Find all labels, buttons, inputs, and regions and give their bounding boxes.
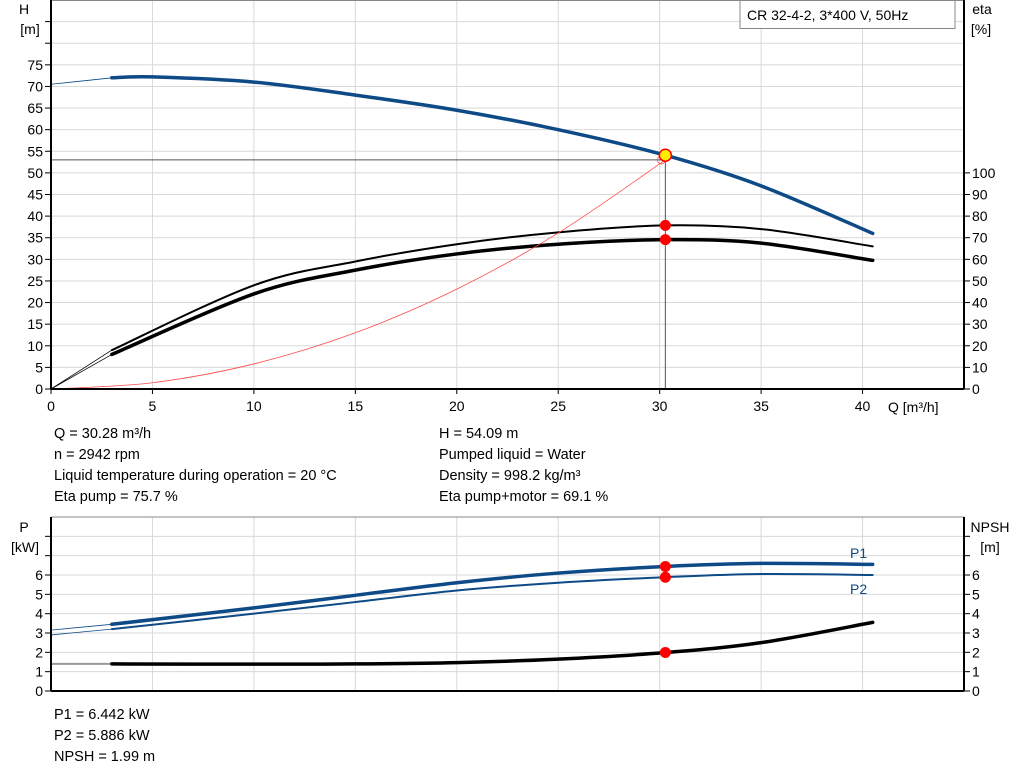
- p1-label: P1: [850, 545, 867, 561]
- info-p1: P1 = 6.442 kW: [54, 707, 150, 723]
- eta-tick-label: 10: [972, 359, 988, 375]
- npsh-tick-label: 2: [972, 644, 980, 660]
- eta-axis-unit: [%]: [971, 21, 991, 37]
- q-tick-label: 30: [652, 398, 668, 414]
- h-tick-label: 40: [27, 208, 43, 224]
- npsh-tick-label: 0: [972, 683, 980, 699]
- h-tick-label: 65: [27, 100, 43, 116]
- info-top-left: Q = 30.28 m³/h n = 2942 rpm Liquid tempe…: [54, 424, 337, 508]
- h-axis-label: H: [19, 1, 29, 17]
- p-axis-label: P: [19, 519, 28, 535]
- tick-labels: 0510152025303540455055606570750102030405…: [27, 57, 995, 699]
- npsh-point: [659, 647, 671, 659]
- p-tick-label: 6: [35, 567, 43, 583]
- duty-point: [658, 148, 673, 162]
- p-tick-label: 2: [35, 644, 43, 660]
- info-bottom: P1 = 6.442 kW P2 = 5.886 kW NPSH = 1.99 …: [54, 705, 155, 768]
- eta-tick-label: 100: [972, 165, 996, 181]
- h-tick-label: 10: [27, 338, 43, 354]
- head-curve: [110, 74, 875, 236]
- h-tick-label: 75: [27, 57, 43, 73]
- eta-pump-motor-point: [659, 234, 671, 246]
- eta-tick-label: 20: [972, 338, 988, 354]
- info-flow: Q = 30.28 m³/h: [54, 426, 152, 442]
- info-head: H = 54.09 m: [439, 426, 519, 442]
- q-tick-label: 10: [246, 398, 262, 414]
- h-tick-label: 70: [27, 78, 43, 94]
- chart-title: CR 32-4-2, 3*400 V, 50Hz: [747, 7, 908, 23]
- info-top-right: H = 54.09 m Pumped liquid = Water Densit…: [439, 424, 608, 508]
- p-tick-label: 3: [35, 625, 43, 641]
- h-tick-label: 45: [27, 187, 43, 203]
- h-axis-unit: [m]: [20, 21, 39, 37]
- eta-pump-point: [659, 219, 671, 231]
- q-tick-label: 0: [47, 398, 55, 414]
- q-tick-label: 25: [550, 398, 566, 414]
- eta-tick-label: 70: [972, 230, 988, 246]
- eta-tick-label: 90: [972, 187, 988, 203]
- npsh-axis-unit: [m]: [980, 539, 999, 555]
- info-eta-pump-motor: Eta pump+motor = 69.1 %: [439, 489, 609, 505]
- P1-curve: [110, 561, 875, 627]
- npsh-axis-label: NPSH: [971, 519, 1010, 535]
- top-grid: [51, 0, 964, 389]
- q-tick-label: 20: [449, 398, 465, 414]
- info-speed: n = 2942 rpm: [54, 447, 140, 463]
- npsh-tick-label: 6: [972, 567, 980, 583]
- q-axis-label: Q [m³/h]: [888, 399, 939, 415]
- eta-tick-label: 50: [972, 273, 988, 289]
- eta-tick-label: 60: [972, 251, 988, 267]
- P2-curve: [110, 572, 874, 631]
- eta-tick-label: 40: [972, 295, 988, 311]
- h-tick-label: 15: [27, 316, 43, 332]
- curves: [50, 74, 875, 666]
- p-axis-unit: [kW]: [11, 539, 39, 555]
- eta_pump_motor-curve: [110, 237, 875, 357]
- eta-tick-label: 0: [972, 381, 980, 397]
- title-box: [739, 0, 956, 29]
- h-tick-label: 50: [27, 165, 43, 181]
- eta_pump_motor-extrapolated-line: [50, 354, 113, 390]
- info-density: Density = 998.2 kg/m³: [439, 468, 581, 484]
- h-tick-label: 25: [27, 273, 43, 289]
- head-extrapolated-line: [50, 77, 112, 85]
- q-tick-label: 40: [855, 398, 871, 414]
- info-eta-pump: Eta pump = 75.7 %: [54, 489, 178, 505]
- eta-tick-label: 30: [972, 316, 988, 332]
- eta_pump-curve: [110, 224, 874, 352]
- h-tick-label: 0: [35, 381, 43, 397]
- h-tick-label: 30: [27, 251, 43, 267]
- q-tick-label: 35: [753, 398, 769, 414]
- eta-axis-label: eta: [972, 1, 992, 17]
- p-tick-label: 0: [35, 683, 43, 699]
- info-pumped-liquid: Pumped liquid = Water: [439, 447, 586, 463]
- q-tick-label: 15: [348, 398, 364, 414]
- p1-point: [659, 560, 671, 572]
- p2-point: [659, 571, 671, 583]
- p-tick-label: 4: [35, 606, 43, 622]
- h-tick-label: 60: [27, 122, 43, 138]
- p-tick-label: 5: [35, 586, 43, 602]
- h-tick-label: 35: [27, 230, 43, 246]
- npsh-tick-label: 3: [972, 625, 980, 641]
- P1-extrapolated-line: [50, 623, 112, 631]
- info-liquid-temp: Liquid temperature during operation = 20…: [54, 468, 337, 484]
- P2-extrapolated-line: [50, 628, 112, 636]
- info-npsh: NPSH = 1.99 m: [54, 749, 156, 765]
- eta-tick-label: 80: [972, 208, 988, 224]
- h-tick-label: 20: [27, 295, 43, 311]
- p2-label: P2: [850, 581, 867, 597]
- npsh-tick-label: 1: [972, 664, 980, 680]
- info-p2: P2 = 5.886 kW: [54, 728, 150, 744]
- p-tick-label: 1: [35, 664, 43, 680]
- system_curve-curve: [50, 159, 666, 390]
- h-tick-label: 5: [35, 359, 43, 375]
- npsh-tick-label: 5: [972, 586, 980, 602]
- q-tick-label: 5: [149, 398, 157, 414]
- npsh-tick-label: 4: [972, 606, 980, 622]
- h-tick-label: 55: [27, 143, 43, 159]
- eta_pump-extrapolated-line: [50, 349, 113, 390]
- NPSH-curve: [110, 620, 875, 666]
